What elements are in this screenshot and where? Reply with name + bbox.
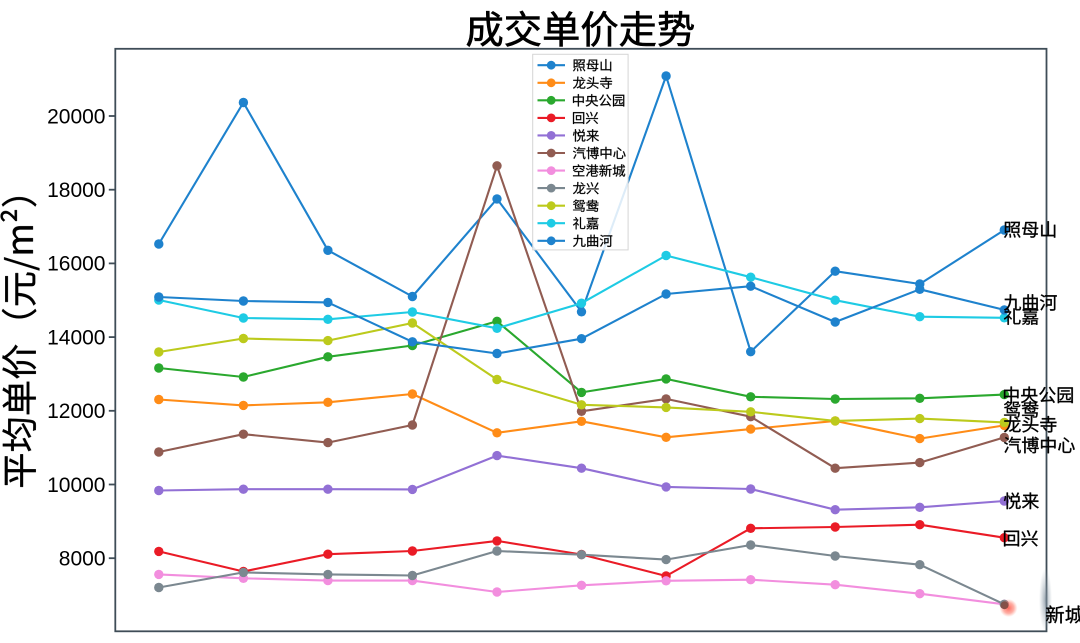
svg-text:12000: 12000 (47, 400, 105, 423)
svg-text:16000: 16000 (47, 253, 105, 276)
svg-text:14000: 14000 (47, 326, 105, 349)
svg-text:8000: 8000 (59, 548, 106, 571)
svg-text:20000: 20000 (47, 105, 105, 128)
svg-text:10000: 10000 (47, 474, 105, 497)
svg-text:18000: 18000 (47, 179, 105, 202)
